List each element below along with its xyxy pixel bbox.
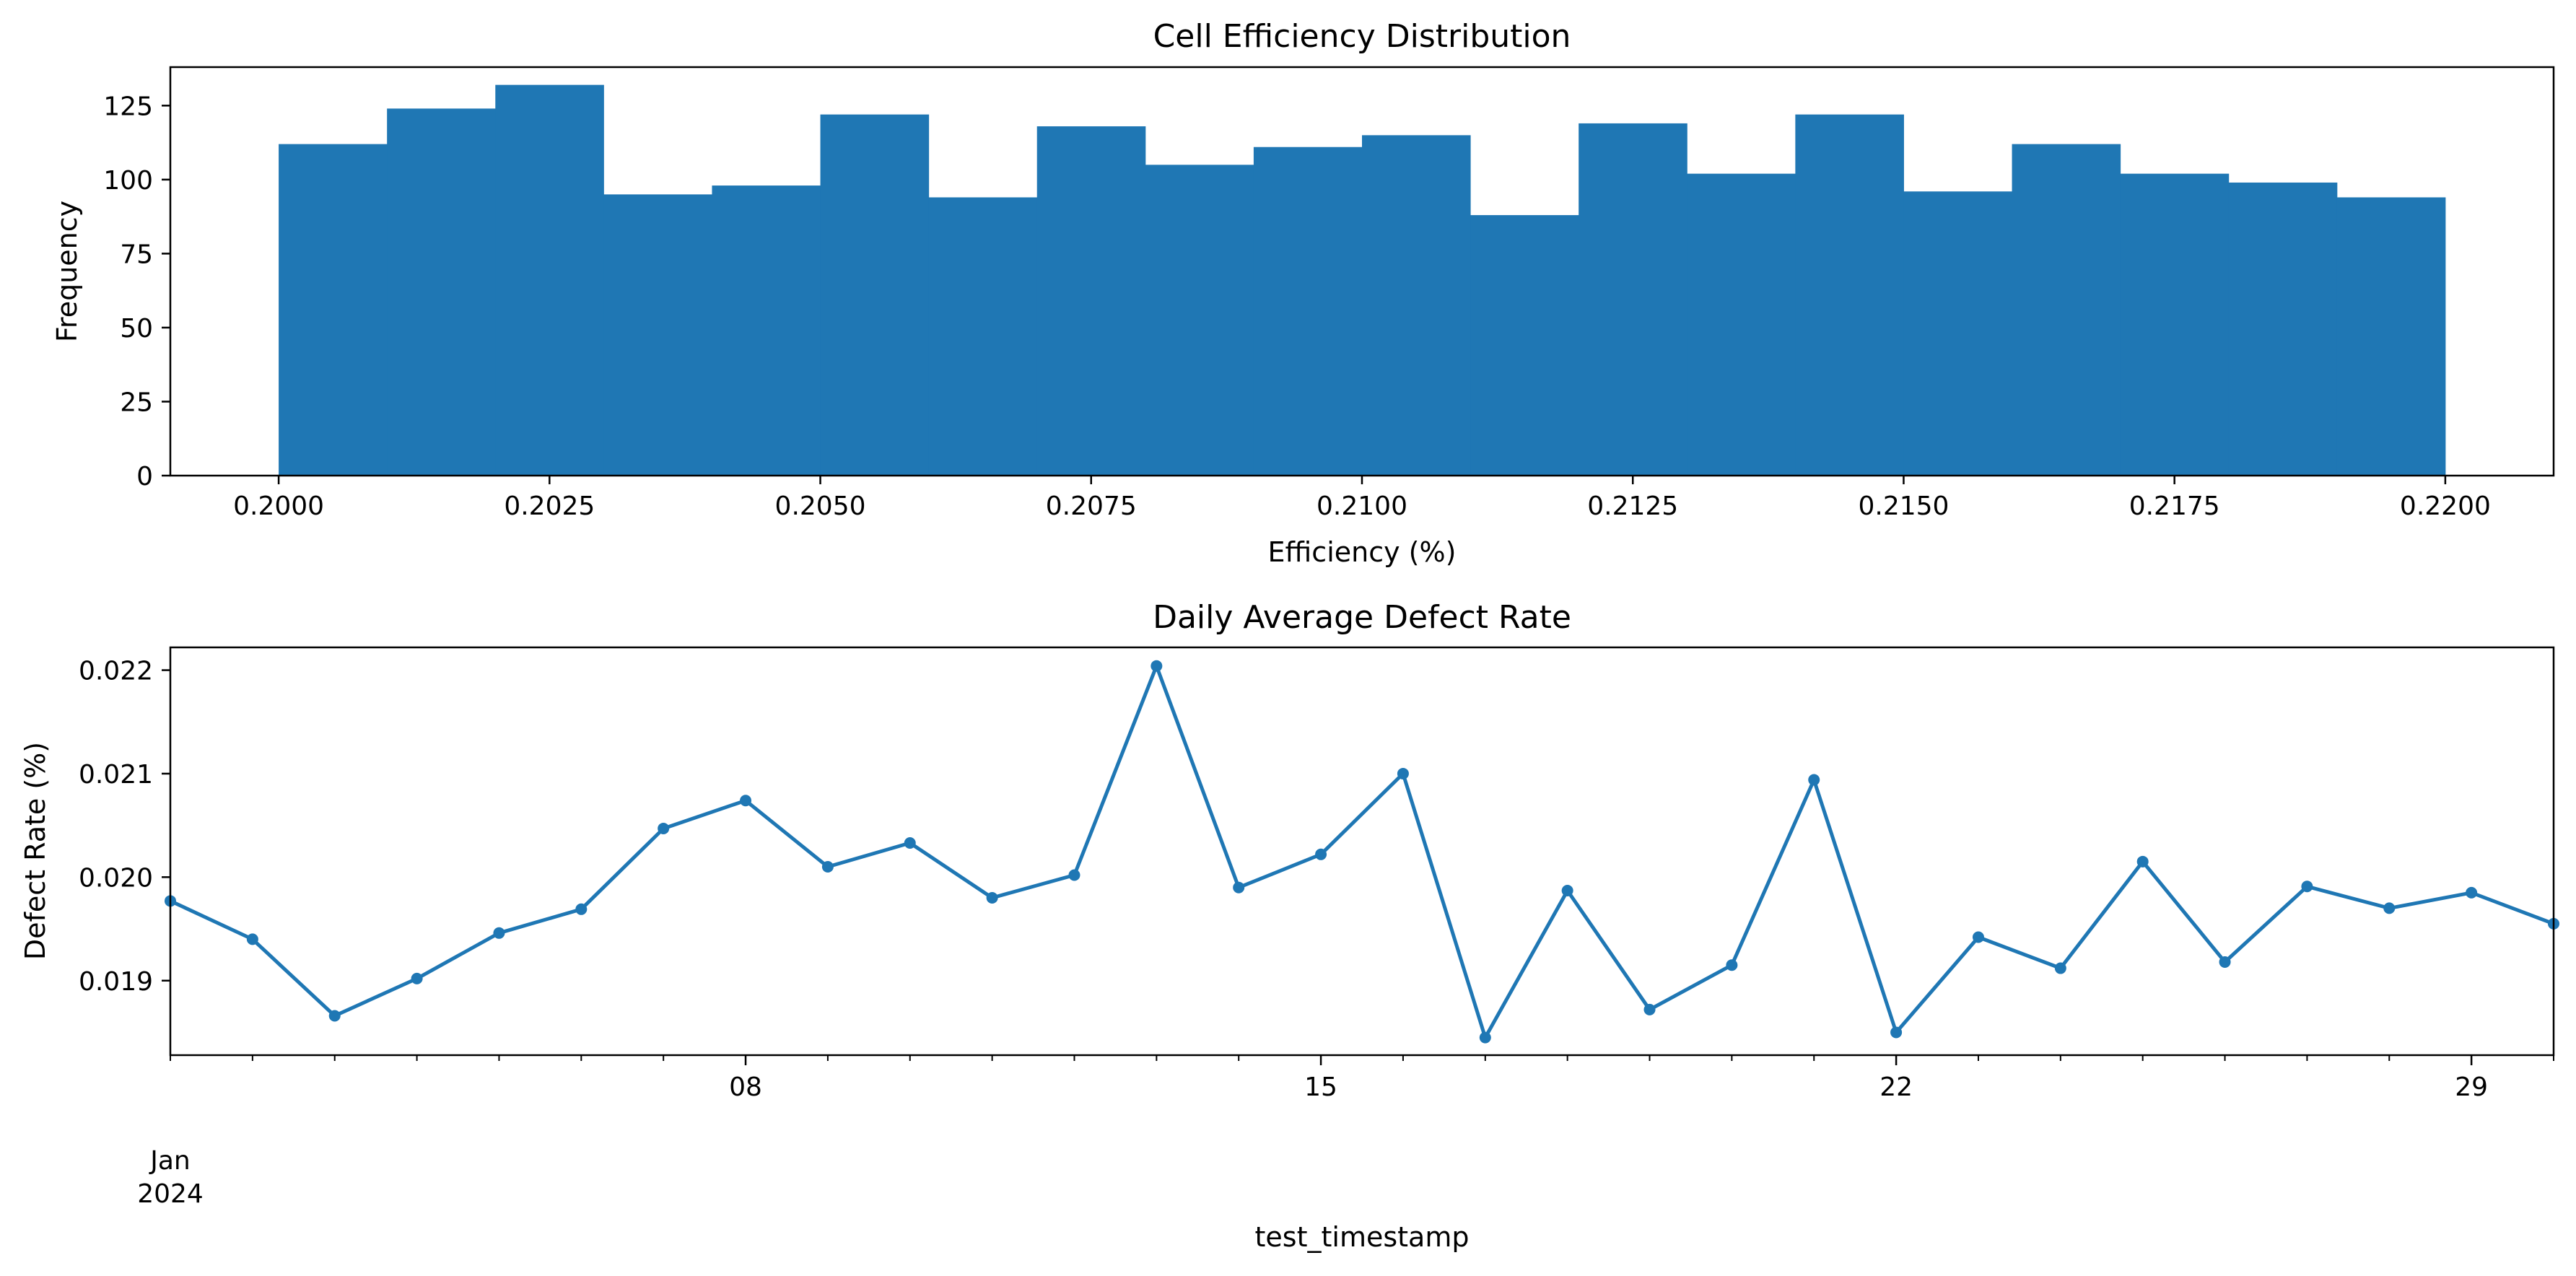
data-point — [1068, 869, 1080, 881]
data-point — [1315, 848, 1327, 860]
data-point — [493, 927, 505, 939]
y-tick-label: 0 — [136, 462, 153, 491]
data-point — [1479, 1031, 1491, 1044]
data-point — [1972, 931, 1984, 943]
x-origin-month-label: Jan — [149, 1146, 191, 1176]
defect-rate-y-ticks: 0.019 0.020 0.021 0.022 — [79, 657, 170, 997]
x-tick-label: 0.2125 — [1587, 491, 1678, 521]
data-point — [986, 892, 998, 904]
data-point — [1726, 959, 1738, 971]
data-point — [2219, 956, 2231, 968]
y-tick-label: 100 — [103, 166, 153, 196]
data-point — [411, 972, 423, 984]
histogram-title: Cell Efficiency Distribution — [1153, 18, 1571, 55]
data-point — [1151, 660, 1163, 672]
data-point — [2301, 880, 2313, 893]
histogram-bar — [820, 114, 930, 476]
histogram-x-label: Efficiency (%) — [1268, 536, 1457, 568]
histogram-bar — [1795, 114, 1904, 476]
histogram-bar — [1470, 215, 1579, 476]
histogram-bar — [387, 108, 496, 476]
x-tick-label: 0.2075 — [1046, 491, 1137, 521]
histogram-bar — [2228, 182, 2338, 476]
defect-rate-panel: Daily Average Defect Rate 08 15 22 29 0.019… — [19, 599, 2559, 1253]
histogram-bar — [279, 144, 388, 476]
y-tick-label: 0.022 — [79, 657, 153, 686]
x-origin-year-label: 2024 — [137, 1179, 204, 1209]
histogram-bar — [712, 185, 821, 476]
data-point — [658, 822, 670, 834]
data-point — [821, 861, 834, 873]
x-tick-label: 0.2025 — [504, 491, 595, 521]
data-point — [1233, 881, 1245, 893]
x-tick-label: 0.2150 — [1858, 491, 1949, 521]
defect-rate-title: Daily Average Defect Rate — [1153, 599, 1571, 636]
defect-rate-axes-frame — [169, 646, 2555, 1057]
defect-rate-points — [165, 660, 2559, 1044]
histogram-bar — [495, 84, 604, 476]
y-tick-label: 50 — [120, 314, 153, 344]
y-tick-label: 0.019 — [79, 967, 153, 997]
x-tick-label: 08 — [729, 1072, 762, 1102]
x-tick-label: 29 — [2455, 1072, 2488, 1102]
x-tick-label: 0.2100 — [1317, 491, 1407, 521]
histogram-bar — [1362, 135, 1471, 476]
histogram-bar — [1145, 165, 1254, 476]
defect-rate-line — [169, 664, 2554, 1040]
histogram-y-ticks: 0 25 50 75 100 125 — [103, 92, 170, 491]
x-tick-label: 0.2050 — [775, 491, 866, 521]
histogram-bar — [1579, 123, 1688, 476]
data-point — [1808, 774, 1820, 786]
data-point — [328, 1010, 341, 1022]
data-point — [2054, 962, 2066, 974]
data-point — [904, 837, 916, 849]
histogram-bar — [2012, 144, 2121, 476]
data-point — [2383, 902, 2396, 914]
histogram-axes-frame — [169, 66, 2555, 477]
x-tick-label: 0.2000 — [233, 491, 324, 521]
x-tick-label: 22 — [1879, 1072, 1913, 1102]
histogram-bar — [1253, 147, 1363, 476]
y-tick-label: 0.020 — [79, 863, 153, 893]
defect-rate-y-label: Defect Rate (%) — [19, 742, 51, 960]
y-tick-label: 125 — [103, 92, 153, 121]
defect-rate-x-label: test_timestamp — [1255, 1221, 1470, 1253]
histogram-bars — [279, 84, 2446, 476]
data-point — [246, 933, 258, 945]
histogram-bar — [1036, 126, 1146, 476]
histogram-y-label: Frequency — [51, 201, 83, 342]
histogram-x-ticks: 0.2000 0.2025 0.2050 0.2075 0.2100 0.2125 0.21… — [233, 476, 2491, 521]
x-tick-label: 0.2200 — [2400, 491, 2491, 521]
y-tick-label: 25 — [120, 388, 153, 417]
histogram-bar — [2336, 197, 2446, 476]
data-point — [1397, 767, 1409, 779]
histogram-panel: Cell Efficiency Distribution 0.2000 0.202… — [51, 18, 2555, 568]
data-point — [2466, 886, 2478, 899]
histogram-bar — [2120, 173, 2230, 476]
defect-rate-x-ticks: 08 15 22 29 — [170, 1055, 2554, 1102]
histogram-bar — [928, 197, 1038, 476]
histogram-bar — [1687, 173, 1796, 476]
histogram-bar — [1903, 191, 2013, 476]
x-tick-label: 0.2175 — [2129, 491, 2220, 521]
data-point — [2136, 855, 2149, 868]
y-tick-label: 75 — [120, 240, 153, 269]
data-point — [740, 795, 752, 807]
data-point — [1561, 884, 1573, 896]
data-point — [1890, 1026, 1903, 1039]
y-tick-label: 0.021 — [79, 760, 153, 790]
histogram-bar — [603, 194, 712, 476]
data-point — [1643, 1003, 1656, 1015]
x-tick-label: 15 — [1304, 1072, 1337, 1102]
data-point — [575, 903, 588, 915]
